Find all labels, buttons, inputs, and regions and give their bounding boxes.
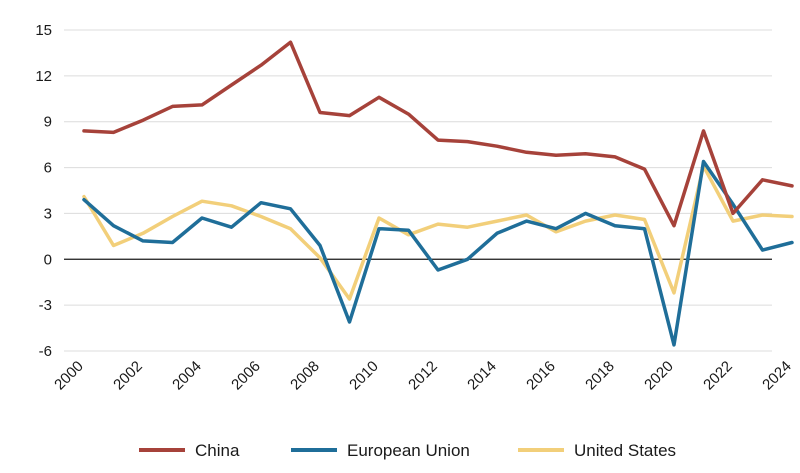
- series-line-european-union: [82, 159, 794, 347]
- x-tick-label: 2024: [759, 358, 795, 394]
- y-tick-label: 3: [44, 205, 52, 222]
- x-tick-label: 2006: [228, 358, 264, 394]
- x-tick-label: 2000: [51, 358, 87, 394]
- x-tick-label: 2004: [169, 358, 205, 394]
- x-tick-label: 2022: [700, 358, 736, 394]
- y-tick-label: 0: [44, 251, 52, 268]
- x-tick-label: 2010: [346, 358, 382, 394]
- y-tick-label: 12: [35, 68, 52, 85]
- y-tick-label: 6: [44, 160, 52, 177]
- legend-label-european-union: European Union: [347, 441, 470, 460]
- y-tick-label: 9: [44, 114, 52, 131]
- x-tick-label: 2016: [523, 358, 559, 394]
- series-lines: [82, 40, 794, 347]
- x-axis-tick-labels: 2000 2002 2004 2006 2008 2010 2012 2014 2016 2018…: [51, 358, 795, 394]
- legend: China European Union United States: [139, 441, 676, 460]
- y-tick-label: -3: [39, 297, 52, 314]
- x-tick-label: 2020: [641, 358, 677, 394]
- x-tick-label: 2012: [405, 358, 441, 394]
- legend-label-china: China: [195, 441, 240, 460]
- y-tick-label: -6: [39, 343, 52, 360]
- x-tick-label: 2008: [287, 358, 323, 394]
- series-line-china: [82, 40, 794, 228]
- x-tick-label: 2002: [110, 358, 146, 394]
- series-line-united-states: [82, 164, 794, 301]
- x-tick-label: 2014: [464, 358, 500, 394]
- y-tick-label: 15: [35, 22, 52, 39]
- grid-lines: [64, 29, 772, 352]
- x-tick-label: 2018: [582, 358, 618, 394]
- y-axis-tick-labels: -6 -3 0 3 6 9 12 15: [35, 22, 52, 360]
- legend-label-united-states: United States: [574, 441, 676, 460]
